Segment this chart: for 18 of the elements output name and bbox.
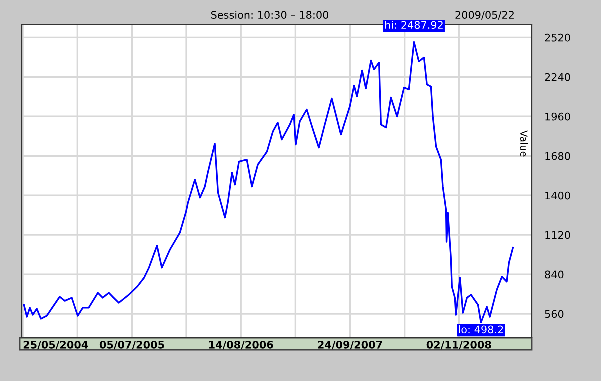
chart-title: Session: 10:30 – 18:00 xyxy=(211,10,329,20)
y-tick-label: 1400 xyxy=(546,192,570,200)
y-axis-title: Value xyxy=(520,130,528,157)
annotation: hi: 2487.92 xyxy=(385,21,443,30)
x-tick-label: 02/11/2008 xyxy=(426,340,492,350)
chart-subtitle: 2009/05/22 xyxy=(456,11,514,20)
y-tick-label: 1960 xyxy=(546,112,570,121)
y-tick-label: 1680 xyxy=(546,152,570,160)
y-tick-label: 2520 xyxy=(545,34,570,42)
y-tick-label: 2240 xyxy=(545,73,570,82)
x-tick-label: 14/08/2006 xyxy=(209,340,274,350)
annotation: lo: 498.2 xyxy=(459,326,504,334)
y-tick-label: 1120 xyxy=(546,231,570,240)
y-tick-label: 560 xyxy=(545,310,564,318)
x-tick-label: 05/07/2005 xyxy=(100,340,164,350)
x-tick-label: 25/05/2004 xyxy=(24,340,88,350)
y-tick-label: 840 xyxy=(545,270,564,279)
x-tick-label: 24/09/2007 xyxy=(318,340,382,350)
